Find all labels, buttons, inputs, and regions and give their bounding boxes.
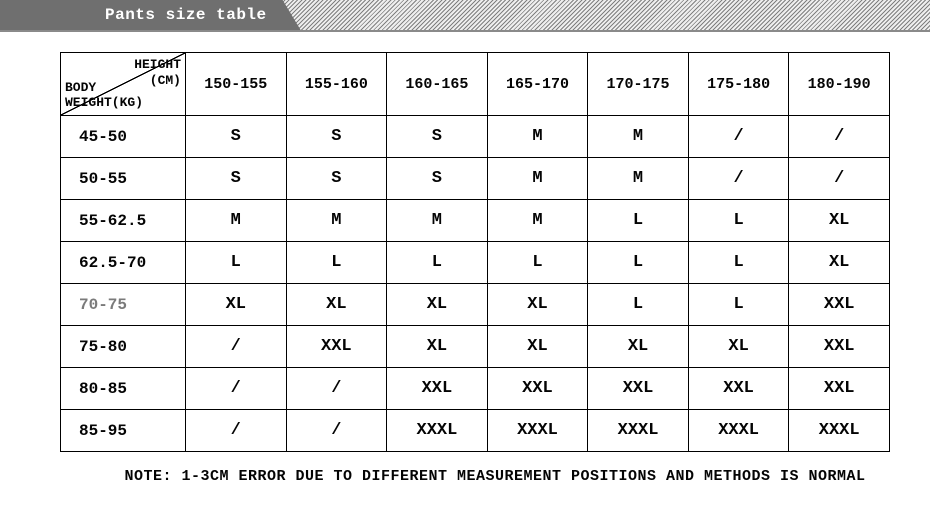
size-cell: S: [186, 158, 287, 200]
size-cell: M: [487, 200, 588, 242]
size-cell: XL: [186, 284, 287, 326]
size-cell: S: [186, 116, 287, 158]
weight-label: WEIGHT(KG): [65, 95, 143, 110]
size-cell: M: [286, 200, 387, 242]
size-cell: M: [186, 200, 287, 242]
title-label: Pants size table: [0, 0, 301, 30]
size-cell: XL: [588, 326, 689, 368]
height-unit: (CM): [150, 73, 181, 88]
size-cell: L: [688, 200, 789, 242]
col-header: 180-190: [789, 53, 890, 116]
size-cell: L: [688, 242, 789, 284]
size-cell: /: [688, 116, 789, 158]
corner-bottom-label: BODY WEIGHT(KG): [65, 80, 143, 111]
col-header: 160-165: [387, 53, 488, 116]
size-cell: XXXL: [487, 410, 588, 452]
size-cell: XXL: [789, 284, 890, 326]
size-cell: /: [286, 410, 387, 452]
title-banner: Pants size table: [0, 0, 930, 32]
size-cell: XXXL: [789, 410, 890, 452]
size-cell: M: [387, 200, 488, 242]
col-header: 165-170: [487, 53, 588, 116]
size-cell: L: [186, 242, 287, 284]
size-cell: /: [286, 368, 387, 410]
size-cell: XXXL: [688, 410, 789, 452]
size-cell: /: [688, 158, 789, 200]
height-label: HEIGHT: [134, 57, 181, 72]
size-cell: XL: [789, 200, 890, 242]
table-row: 70-75XLXLXLXLLLXXL: [61, 284, 890, 326]
size-cell: XXXL: [588, 410, 689, 452]
size-cell: L: [286, 242, 387, 284]
size-cell: /: [789, 116, 890, 158]
corner-header: HEIGHT (CM) BODY WEIGHT(KG): [61, 53, 186, 116]
size-cell: XXL: [789, 326, 890, 368]
size-table: HEIGHT (CM) BODY WEIGHT(KG) 150-155 155-…: [60, 52, 890, 452]
footnote: NOTE: 1-3CM ERROR DUE TO DIFFERENT MEASU…: [0, 468, 930, 485]
size-cell: L: [588, 242, 689, 284]
table-row: 62.5-70LLLLLLXL: [61, 242, 890, 284]
size-cell: S: [286, 158, 387, 200]
size-cell: M: [588, 116, 689, 158]
size-cell: M: [487, 158, 588, 200]
col-header: 175-180: [688, 53, 789, 116]
size-cell: M: [487, 116, 588, 158]
col-header: 170-175: [588, 53, 689, 116]
size-cell: XL: [286, 284, 387, 326]
size-cell: M: [588, 158, 689, 200]
table-row: 55-62.5MMMMLLXL: [61, 200, 890, 242]
size-cell: XL: [789, 242, 890, 284]
col-header: 155-160: [286, 53, 387, 116]
size-cell: XXL: [789, 368, 890, 410]
row-header: 85-95: [61, 410, 186, 452]
size-cell: XXL: [286, 326, 387, 368]
size-cell: XL: [487, 326, 588, 368]
size-cell: XL: [387, 284, 488, 326]
table-row: 45-50SSSMM//: [61, 116, 890, 158]
size-cell: /: [186, 368, 287, 410]
size-cell: S: [387, 158, 488, 200]
size-cell: XXL: [688, 368, 789, 410]
table-row: 50-55SSSMM//: [61, 158, 890, 200]
size-cell: S: [286, 116, 387, 158]
col-header: 150-155: [186, 53, 287, 116]
size-cell: XXXL: [387, 410, 488, 452]
size-cell: L: [487, 242, 588, 284]
table-row: 75-80/XXLXLXLXLXLXXL: [61, 326, 890, 368]
size-cell: XL: [487, 284, 588, 326]
table-header-row: HEIGHT (CM) BODY WEIGHT(KG) 150-155 155-…: [61, 53, 890, 116]
row-header: 75-80: [61, 326, 186, 368]
row-header: 70-75: [61, 284, 186, 326]
size-cell: XXL: [487, 368, 588, 410]
row-header: 45-50: [61, 116, 186, 158]
row-header: 62.5-70: [61, 242, 186, 284]
table-row: 85-95//XXXLXXXLXXXLXXXLXXXL: [61, 410, 890, 452]
size-cell: L: [688, 284, 789, 326]
size-cell: XL: [387, 326, 488, 368]
row-header: 55-62.5: [61, 200, 186, 242]
size-cell: /: [789, 158, 890, 200]
size-cell: L: [588, 200, 689, 242]
size-table-container: HEIGHT (CM) BODY WEIGHT(KG) 150-155 155-…: [0, 32, 930, 452]
size-cell: /: [186, 326, 287, 368]
row-header: 80-85: [61, 368, 186, 410]
row-header: 50-55: [61, 158, 186, 200]
size-cell: L: [588, 284, 689, 326]
size-cell: XL: [688, 326, 789, 368]
size-cell: L: [387, 242, 488, 284]
size-cell: XXL: [387, 368, 488, 410]
table-row: 80-85//XXLXXLXXLXXLXXL: [61, 368, 890, 410]
size-cell: S: [387, 116, 488, 158]
size-cell: XXL: [588, 368, 689, 410]
size-cell: /: [186, 410, 287, 452]
table-body: 45-50SSSMM//50-55SSSMM//55-62.5MMMMLLXL6…: [61, 116, 890, 452]
body-label: BODY: [65, 80, 96, 95]
